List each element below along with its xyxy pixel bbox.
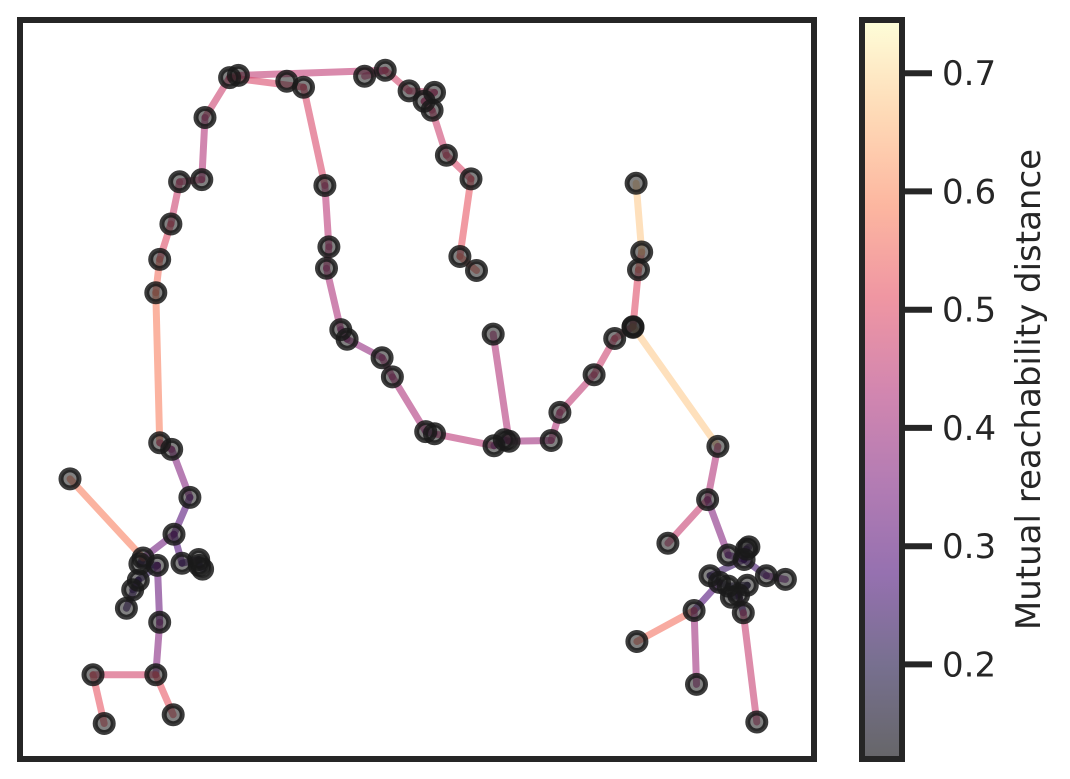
data-point-65 — [162, 522, 186, 546]
data-point-18 — [148, 247, 172, 271]
data-point-12 — [448, 245, 472, 268]
data-point-20 — [313, 174, 337, 197]
data-point-40 — [624, 171, 648, 195]
mst-edge-31 — [489, 330, 513, 445]
mst-edge-19 — [300, 83, 329, 189]
mst-edge-40 — [629, 323, 722, 450]
data-point-29 — [481, 322, 505, 346]
data-point-0 — [373, 58, 397, 82]
data-point-36 — [603, 327, 627, 350]
data-point-60 — [685, 672, 708, 696]
data-point-74 — [191, 557, 215, 581]
data-point-75 — [114, 596, 138, 620]
data-point-15 — [190, 168, 214, 192]
data-point-35 — [582, 363, 606, 387]
data-point-19 — [144, 281, 168, 305]
plot-frame — [17, 17, 817, 762]
data-point-63 — [160, 437, 184, 461]
data-point-9 — [423, 80, 446, 104]
data-point-17 — [159, 212, 183, 236]
data-point-6 — [397, 79, 421, 103]
colorbar-gradient — [862, 20, 902, 759]
data-point-22 — [315, 256, 338, 280]
colorbar: 0.2 0.3 0.4 0.5 0.6 0.7 Mutual reachability di… — [859, 17, 1049, 762]
data-point-59 — [625, 630, 649, 653]
colorbar-label: Mutual reachability distance — [1009, 149, 1049, 630]
mst-edge-59 — [739, 609, 761, 726]
mst-edge-78 — [66, 475, 147, 562]
data-point-58 — [682, 599, 706, 622]
colorbar-tick-label-1: 0.3 — [942, 527, 996, 567]
data-point-44 — [656, 531, 680, 555]
data-point-80 — [161, 703, 185, 727]
data-point-1 — [353, 64, 377, 88]
mst-points — [58, 58, 797, 735]
data-point-50 — [773, 567, 797, 591]
data-point-14 — [193, 106, 217, 129]
data-point-28 — [423, 422, 446, 446]
data-point-77 — [144, 663, 168, 687]
mst-edge-18 — [152, 289, 164, 447]
data-point-64 — [178, 485, 202, 509]
data-point-79 — [92, 712, 116, 735]
data-point-26 — [380, 365, 404, 389]
data-point-42 — [706, 434, 730, 458]
colorbar-tick-label-4: 0.6 — [942, 172, 996, 212]
data-point-34 — [548, 400, 572, 424]
data-point-48 — [732, 548, 756, 571]
data-point-8 — [420, 98, 444, 122]
data-point-32 — [492, 428, 516, 452]
data-point-76 — [148, 610, 172, 634]
data-point-33 — [539, 429, 563, 452]
colorbar-tick-label-2: 0.4 — [942, 409, 996, 449]
mst-edges — [66, 66, 789, 727]
data-point-25 — [370, 346, 394, 370]
data-point-56 — [719, 585, 743, 609]
data-point-41 — [621, 315, 645, 339]
data-point-78 — [81, 663, 105, 687]
data-point-81 — [58, 467, 82, 491]
data-point-57 — [731, 601, 755, 625]
data-point-24 — [335, 327, 359, 351]
data-point-11 — [459, 167, 483, 191]
data-point-68 — [145, 553, 169, 577]
data-point-5 — [292, 75, 315, 99]
colorbar-tick-label-3: 0.5 — [942, 291, 996, 331]
colorbar-frame — [859, 17, 905, 762]
data-point-49 — [754, 564, 778, 588]
data-point-38 — [627, 258, 650, 282]
data-point-10 — [434, 143, 458, 167]
mst-edge-58 — [690, 607, 700, 688]
mst-edge-10 — [456, 175, 475, 260]
data-point-43 — [696, 488, 720, 512]
data-point-70 — [121, 578, 145, 602]
colorbar-tick-label-5: 0.7 — [942, 54, 996, 94]
data-point-13 — [465, 259, 488, 282]
data-point-61 — [745, 710, 769, 734]
data-point-4 — [218, 66, 242, 90]
data-point-21 — [317, 235, 341, 259]
data-point-16 — [168, 170, 192, 194]
colorbar-tick-label-0: 0.2 — [942, 645, 996, 685]
data-point-39 — [630, 240, 654, 264]
